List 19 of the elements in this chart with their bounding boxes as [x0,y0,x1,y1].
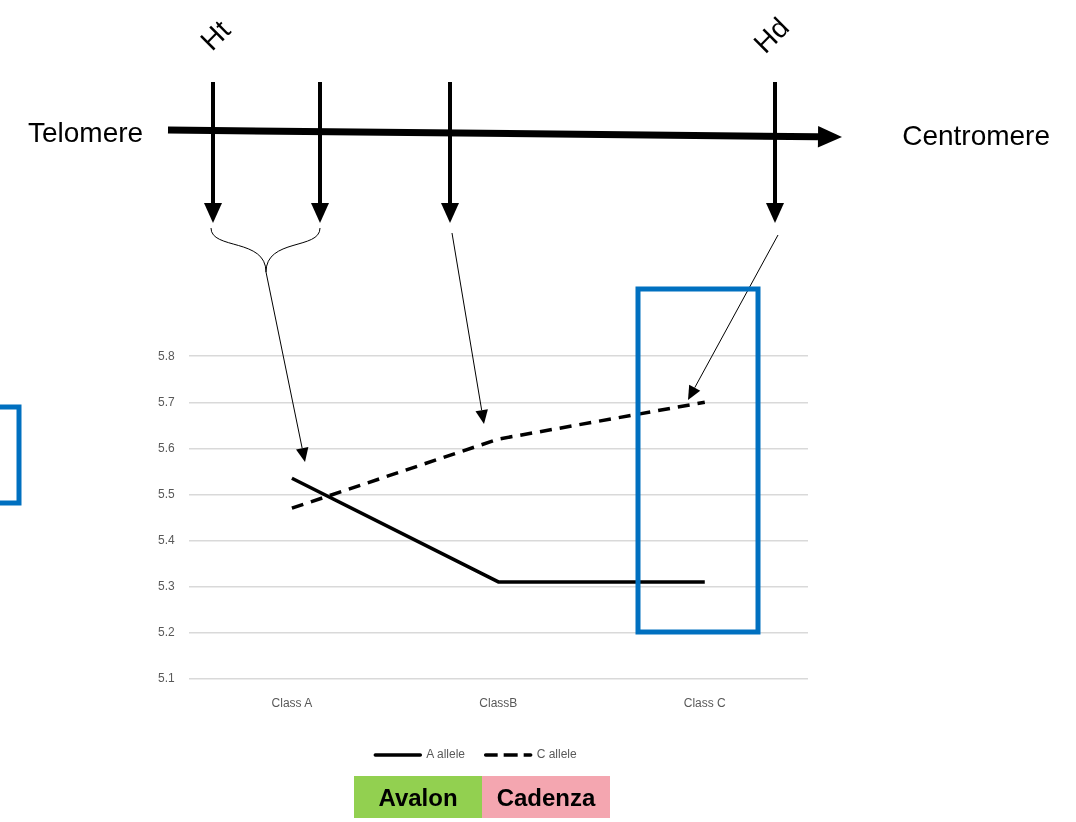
text: Cadenza [496,784,596,811]
text: Centromere [902,120,1050,151]
legend-label: A allele [426,747,466,762]
y-tick-label: 5.4 [157,532,175,547]
y-tick-label: 5.2 [157,624,175,639]
x-tick-label: ClassB [479,696,518,711]
y-tick-label: 5.6 [157,440,175,455]
text: Ht [194,14,237,57]
x-tick-label: Class A [271,696,313,711]
x-tick-label: Class C [683,696,727,711]
legend-label: C allele [536,747,578,762]
text: Hd [747,11,795,59]
y-tick-label: 5.5 [157,486,175,501]
text: Avalon [378,784,458,811]
y-tick-label: 5.8 [157,348,175,363]
text: Telomere [28,117,144,148]
y-tick-label: 5.3 [157,578,175,593]
y-tick-label: 5.7 [157,394,175,409]
y-tick-label: 5.1 [157,670,175,685]
